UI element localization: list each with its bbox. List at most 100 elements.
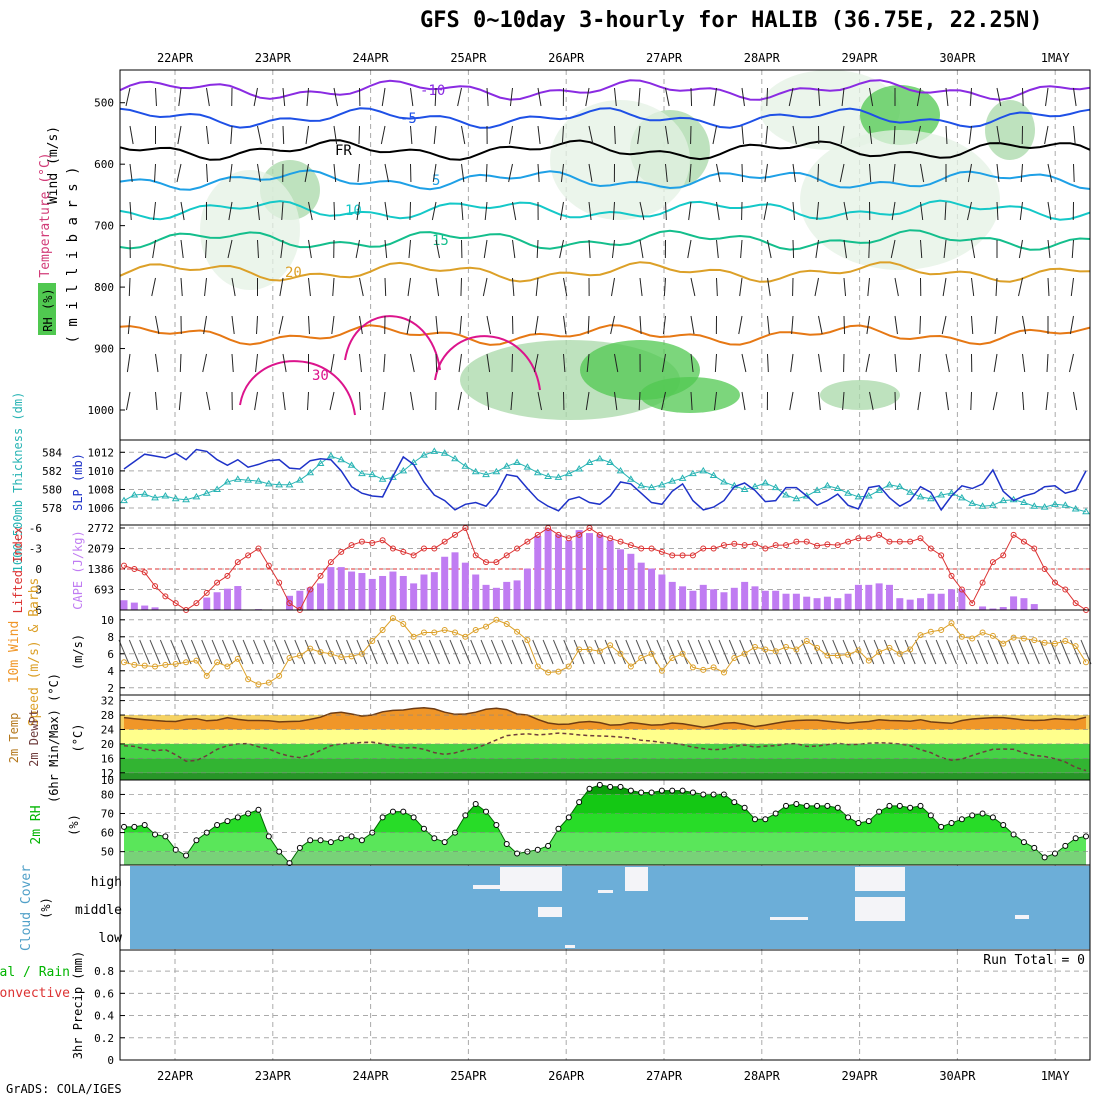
- wind-barb: [282, 353, 287, 373]
- wind-10m-barb: [335, 639, 347, 665]
- cape-bar: [306, 587, 314, 610]
- wind-barb: [254, 391, 258, 411]
- wind-barb: [614, 391, 618, 411]
- cape-bar: [606, 540, 614, 610]
- rh-marker: [741, 804, 748, 811]
- wind-barb: [410, 125, 413, 145]
- pressure-tick-label: 900: [94, 343, 114, 356]
- li-marker: [1000, 552, 1007, 559]
- li-marker: [389, 545, 396, 552]
- wind-barb: [537, 125, 541, 145]
- wind-barb: [894, 353, 898, 373]
- wind-tick-label: 10: [101, 614, 114, 627]
- wind-barb: [228, 201, 233, 221]
- cape-bar: [813, 598, 821, 610]
- li-marker: [493, 559, 500, 566]
- li-marker: [358, 538, 365, 545]
- thickness-marker: [833, 484, 842, 492]
- rh-band: [124, 784, 1086, 795]
- wind-10m-barb: [542, 639, 554, 665]
- thickness-marker: [451, 454, 459, 462]
- li-marker: [379, 537, 386, 544]
- wind-barb: [460, 277, 462, 297]
- cape-bar: [130, 602, 138, 610]
- thickness-marker: [668, 477, 677, 484]
- wind-barb: [945, 87, 949, 107]
- li-marker: [648, 545, 655, 552]
- wind-speed-marker: [1083, 659, 1089, 666]
- temp-band: [120, 743, 1090, 759]
- rh-marker: [141, 821, 148, 828]
- wind-barb: [713, 87, 717, 107]
- wind-barb: [230, 125, 233, 145]
- wind-barb: [126, 391, 131, 411]
- temperature-contour-30: [344, 315, 441, 371]
- wind-barb: [587, 315, 590, 335]
- cape-bar: [389, 571, 397, 610]
- wind-10m-barb: [428, 639, 440, 665]
- cape-bar: [337, 567, 345, 610]
- cape-bar: [565, 540, 573, 610]
- li-marker: [710, 545, 717, 552]
- li-marker: [938, 552, 945, 559]
- cape-bar: [937, 593, 945, 610]
- li-marker: [534, 531, 541, 538]
- wind-speed-marker: [224, 663, 231, 670]
- li-marker: [979, 579, 986, 586]
- wind-barb: [1022, 315, 1027, 335]
- thickness-marker: [378, 475, 387, 482]
- cape-bar: [948, 589, 956, 610]
- li-marker: [452, 531, 459, 538]
- thickness-marker: [823, 481, 832, 489]
- rh-marker: [555, 825, 562, 832]
- wind-10m-barb: [821, 639, 833, 665]
- cape-bar: [472, 574, 480, 610]
- rh-marker: [824, 802, 831, 809]
- thickness-marker: [626, 475, 635, 482]
- wind-speed-marker: [658, 667, 665, 674]
- pressure-tick-label: 700: [94, 220, 114, 233]
- temp-tick-label: 32: [101, 695, 114, 708]
- li-marker: [524, 538, 531, 545]
- thickness-marker: [306, 468, 315, 476]
- wind-speed-marker: [607, 642, 614, 649]
- wind-speed-marker: [1000, 640, 1007, 647]
- date-label-bottom-7: 29APR: [842, 1069, 879, 1083]
- wind-barb: [180, 239, 184, 259]
- wind-10m-barb: [273, 639, 285, 665]
- wind-barb: [588, 239, 591, 259]
- cloud-background: [130, 866, 1090, 949]
- thickness-marker: [213, 485, 221, 492]
- cape-bar: [637, 562, 645, 610]
- li-axis-label: Lifted Index: [11, 527, 25, 614]
- li-marker: [565, 535, 572, 542]
- rh-marker: [596, 781, 603, 788]
- wind-barb: [408, 239, 411, 259]
- thickness-marker: [1040, 503, 1049, 510]
- li-marker: [555, 531, 562, 538]
- wind-10m-barb: [708, 639, 720, 665]
- wind-10m-barb: [770, 639, 782, 665]
- wind-barb: [843, 239, 847, 259]
- li-marker: [193, 600, 200, 607]
- temperature-contour-label: 20: [285, 265, 302, 281]
- thickness-marker: [751, 482, 759, 490]
- cape-bar: [668, 581, 676, 610]
- thickness-marker: [968, 499, 977, 506]
- rh-shading: [640, 377, 740, 413]
- wind-10m-barb: [521, 639, 533, 665]
- thickness-marker: [564, 469, 573, 477]
- wind-barb: [894, 391, 897, 411]
- wind-barb: [333, 163, 337, 183]
- cape-bar: [834, 598, 842, 610]
- cloud-block: [473, 885, 500, 889]
- wind-speed-marker: [369, 638, 376, 645]
- thickness-marker: [151, 493, 159, 501]
- wind-10m-barb: [439, 639, 451, 665]
- li-marker: [172, 600, 179, 607]
- li-tick-label: 0: [35, 563, 42, 576]
- cape-bar: [503, 581, 511, 610]
- wind-speed-marker: [286, 655, 293, 662]
- li-marker: [141, 569, 148, 576]
- wind-barb: [639, 239, 644, 259]
